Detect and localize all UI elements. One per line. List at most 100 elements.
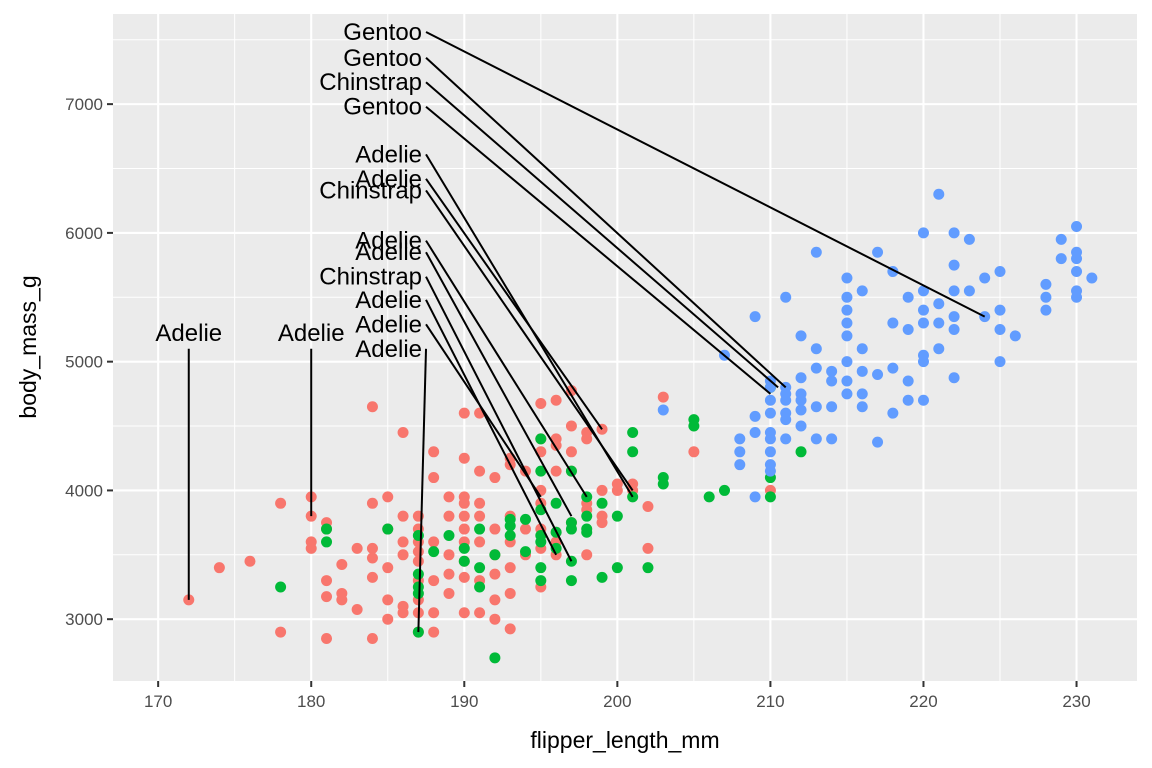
data-point [917,317,929,329]
data-point [321,523,333,535]
data-point [443,510,455,522]
annotation-leader-line [425,57,787,389]
data-point [489,568,501,580]
data-point [994,304,1006,316]
data-point [550,497,562,509]
data-point [795,420,807,432]
data-point [305,542,317,554]
data-point [458,555,470,567]
annotation-leader-line [425,178,603,430]
data-point [764,446,776,458]
annotation-label: Gentoo [343,19,422,46]
data-point [933,317,945,329]
data-point [994,266,1006,278]
data-point [780,291,792,303]
data-point [382,613,394,625]
data-point [366,497,378,509]
data-point [764,459,776,471]
data-point [428,575,440,587]
data-point [581,549,593,561]
data-point [458,571,470,583]
data-point [994,356,1006,368]
data-point [948,259,960,271]
data-point [443,491,455,503]
data-point [550,394,562,406]
x-tick-label: 210 [756,692,784,711]
data-point [443,587,455,599]
data-point [703,491,715,503]
annotation-label: Chinstrap [319,177,422,204]
data-point [948,285,960,297]
data-point [535,575,547,587]
data-point [366,633,378,645]
data-point [428,626,440,638]
data-point [489,523,501,535]
data-points [183,188,1098,664]
annotation-label: Adelie [155,320,222,347]
data-point [764,394,776,406]
data-point [795,330,807,342]
data-point [397,549,409,561]
data-point [366,401,378,413]
data-point [474,581,486,593]
data-point [856,365,868,377]
data-point [520,523,532,535]
data-point [382,491,394,503]
data-point [336,558,348,570]
data-point [443,529,455,541]
data-point [1040,291,1052,303]
data-point [872,246,884,258]
data-point [535,536,547,548]
data-point [412,555,424,567]
annotation-leader-lines [187,31,986,633]
data-point [780,394,792,406]
data-point [520,546,532,558]
data-point [841,304,853,316]
data-point [826,375,838,387]
data-point [520,513,532,525]
annotation-label: Adelie [355,287,422,314]
x-axis: 170 180 190 200 210 220 230 [144,681,1091,711]
annotation-leader-line [425,31,986,318]
data-point [795,404,807,416]
data-point [535,398,547,410]
x-tick-label: 190 [450,692,478,711]
data-point [565,575,577,587]
data-point [397,607,409,619]
data-point [1055,233,1067,245]
data-point [826,433,838,445]
data-point [917,227,929,239]
data-point [887,362,899,374]
annotation-label: Adelie [355,311,422,338]
data-point [841,356,853,368]
data-point [841,272,853,284]
y-tick-label: 6000 [65,224,103,243]
data-point [749,491,761,503]
data-point [917,394,929,406]
annotation-leader-line [425,299,558,556]
data-point [933,343,945,355]
data-point [826,401,838,413]
data-point [948,311,960,323]
annotation-label: Gentoo [343,94,422,121]
data-point [1040,278,1052,290]
data-point [535,465,547,477]
annotation-label: Adelie [355,336,422,363]
data-point [948,372,960,384]
annotation-leader-line [425,251,573,517]
annotation-label: Adelie [355,239,422,266]
annotation-labels: Adelie AdelieAdelieAdelieAdelieChinstrapA… [155,19,422,363]
data-point [734,433,746,445]
data-point [412,568,424,580]
data-point [458,452,470,464]
minor-gridlines [113,14,1137,681]
data-point [764,407,776,419]
data-point [565,523,577,535]
data-point [321,575,333,587]
data-point [474,510,486,522]
data-point [581,426,593,438]
data-point [1055,253,1067,265]
data-point [458,407,470,419]
y-axis: 3000 4000 5000 6000 7000 [65,95,113,629]
data-point [749,410,761,422]
